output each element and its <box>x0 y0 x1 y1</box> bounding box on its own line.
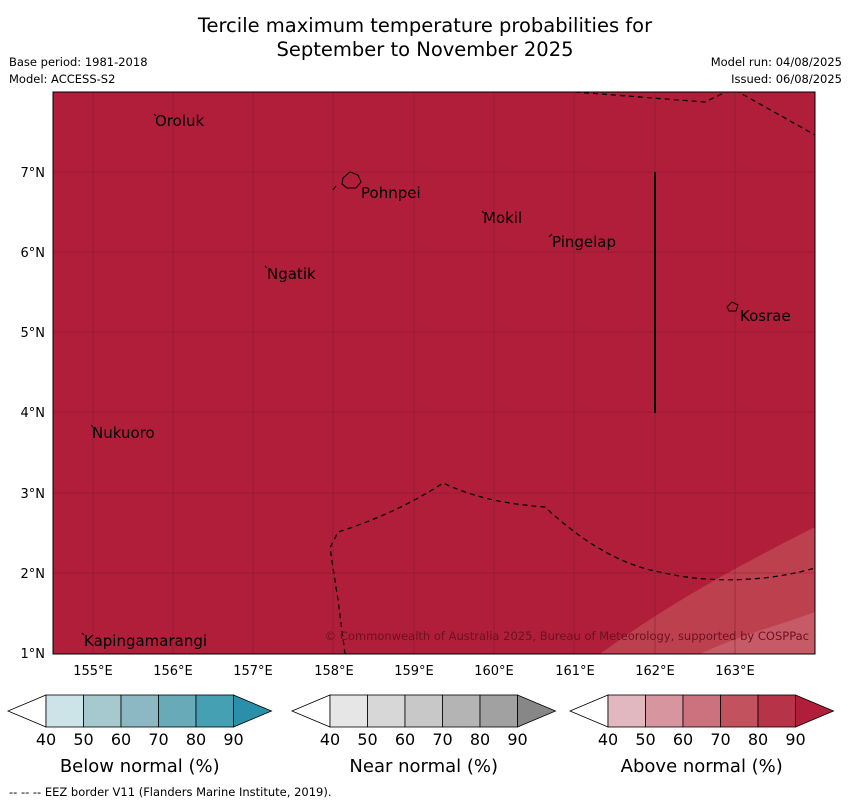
footer-note: -- -- -- EEZ border V11 (Flanders Marine… <box>9 785 332 799</box>
legend-tick: 50 <box>73 730 93 749</box>
issued-date: Issued: 06/08/2025 <box>731 72 842 86</box>
legend-swatch <box>720 694 759 728</box>
legend-swatch <box>83 694 122 728</box>
lat-label: 7°N <box>21 166 46 181</box>
lon-label: 162°E <box>635 664 675 679</box>
lat-label: 5°N <box>21 326 46 341</box>
legend-tick: 70 <box>432 730 452 749</box>
gridlines <box>53 92 815 654</box>
title-line-1: Tercile maximum temperature probabilitie… <box>197 14 653 37</box>
legend-swatch <box>158 694 197 728</box>
legend-swatch <box>329 694 368 728</box>
legend-swatch <box>442 694 481 728</box>
legend-tick: 40 <box>320 730 340 749</box>
legend-arrow-right <box>233 694 273 728</box>
legend-tick: 40 <box>598 730 618 749</box>
copyright-text: © Commonwealth of Australia 2025, Bureau… <box>325 629 809 643</box>
model-run: Model run: 04/08/2025 <box>710 55 842 69</box>
lat-label: 1°N <box>21 647 46 662</box>
legend-swatch <box>45 694 84 728</box>
lon-label: 155°E <box>73 664 113 679</box>
legend-tick: 60 <box>111 730 131 749</box>
lon-label: 160°E <box>474 664 514 679</box>
legend-tick: 90 <box>223 730 243 749</box>
legend-tick: 70 <box>710 730 730 749</box>
probability-fill <box>53 92 815 654</box>
legend-swatch <box>682 694 721 728</box>
legend-arrow-left <box>568 694 609 728</box>
legend-swatch <box>404 694 443 728</box>
place-oroluk: Oroluk <box>155 112 204 130</box>
legend-swatch <box>367 694 406 728</box>
legend-tick: 80 <box>186 730 206 749</box>
legend-swatch <box>195 694 234 728</box>
legend-label: Below normal (%) <box>60 756 220 777</box>
legend-tick: 70 <box>148 730 168 749</box>
legend-tick: 60 <box>673 730 693 749</box>
place-mokil: Mokil <box>483 209 522 227</box>
legend-tick: 90 <box>785 730 805 749</box>
place-pohnpei: Pohnpei <box>361 184 421 202</box>
legend-tick: 40 <box>36 730 56 749</box>
legend-swatch <box>479 694 518 728</box>
lat-label: 3°N <box>21 487 46 502</box>
eez-borders <box>329 92 815 654</box>
legend-swatch <box>120 694 159 728</box>
chart-title: Tercile maximum temperature probabilitie… <box>0 14 850 62</box>
lon-label: 157°E <box>233 664 273 679</box>
legend-swatch <box>757 694 796 728</box>
base-period: Base period: 1981-2018 <box>9 55 148 69</box>
lon-label: 159°E <box>394 664 434 679</box>
place-kapingamarangi: Kapingamarangi <box>84 632 207 650</box>
place-nukuoro: Nukuoro <box>92 424 155 442</box>
legend-tick: 60 <box>395 730 415 749</box>
prob-band-70 <box>600 527 815 654</box>
legend-label: Near normal (%) <box>349 756 498 777</box>
lon-label: 161°E <box>555 664 595 679</box>
map-border <box>52 91 816 655</box>
place-kosrae: Kosrae <box>740 307 791 325</box>
prob-band-60 <box>700 612 815 654</box>
legend-label: Above normal (%) <box>621 756 783 777</box>
legend-arrow-left <box>290 694 331 728</box>
legend-1: 40 50 60 70 80 90 Near normal (%) <box>290 694 557 777</box>
legend-arrow-right <box>517 694 557 728</box>
lon-label: 158°E <box>314 664 354 679</box>
legend-arrow-left <box>6 694 47 728</box>
kosrae-outline <box>726 301 739 312</box>
lat-label: 2°N <box>21 567 46 582</box>
place-ngatik: Ngatik <box>267 265 316 283</box>
legend-tick: 50 <box>357 730 377 749</box>
title-line-2: September to November 2025 <box>276 38 574 61</box>
legend-swatch <box>645 694 684 728</box>
lat-label: 4°N <box>21 406 46 421</box>
legend-tick: 50 <box>635 730 655 749</box>
lon-label: 156°E <box>153 664 193 679</box>
place-pingelap: Pingelap <box>552 233 616 251</box>
model-name: Model: ACCESS-S2 <box>9 72 116 86</box>
pohnpei-outline <box>341 171 362 189</box>
meta-left: Base period: 1981-2018 Model: ACCESS-S2 <box>9 54 148 88</box>
legend-swatch <box>607 694 646 728</box>
legend-tick: 80 <box>748 730 768 749</box>
legend-tick: 90 <box>507 730 527 749</box>
lon-label: 163°E <box>715 664 755 679</box>
legend-tick: 80 <box>470 730 490 749</box>
legend-arrow-right <box>795 694 835 728</box>
lat-label: 6°N <box>21 246 46 261</box>
meta-right: Model run: 04/08/2025 Issued: 06/08/2025 <box>711 54 842 88</box>
